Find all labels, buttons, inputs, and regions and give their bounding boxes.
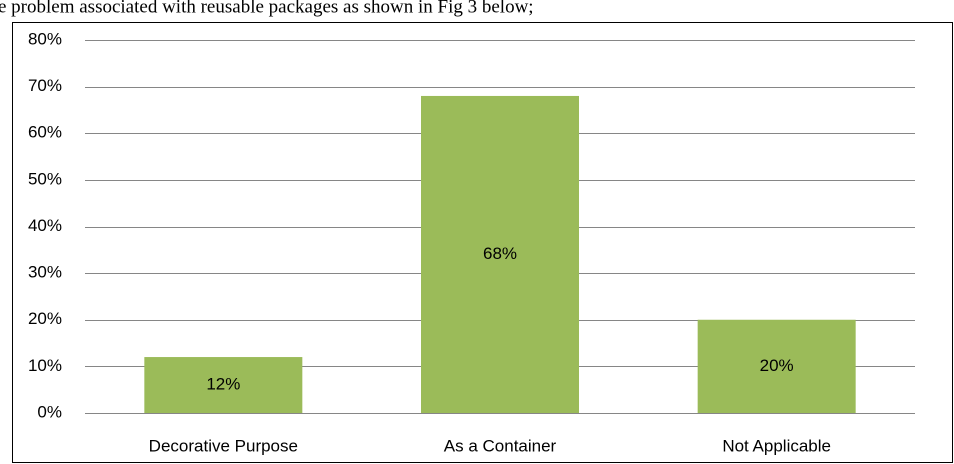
y-tick-label: 30% [28, 263, 62, 282]
x-tick-label: Not Applicable [722, 436, 831, 455]
chart-frame [12, 22, 953, 463]
y-tick-label: 80% [28, 29, 62, 48]
bar [421, 95, 579, 413]
bar [144, 357, 303, 413]
y-tick-label: 70% [28, 76, 62, 95]
y-tick-label: 60% [28, 123, 62, 142]
y-tick-label: 0% [37, 402, 62, 421]
data-label: 12% [206, 375, 240, 394]
data-label: 20% [760, 356, 794, 375]
y-tick-label: 40% [28, 216, 62, 235]
page-text: e problem associated with reusable packa… [0, 0, 534, 17]
bar [697, 319, 856, 413]
y-tick-label: 50% [28, 169, 62, 188]
y-tick-label: 10% [28, 356, 62, 375]
x-tick-label: Decorative Purpose [149, 436, 298, 455]
y-tick-label: 20% [28, 309, 62, 328]
data-label: 68% [483, 244, 517, 263]
x-tick-label: As a Container [444, 436, 557, 455]
